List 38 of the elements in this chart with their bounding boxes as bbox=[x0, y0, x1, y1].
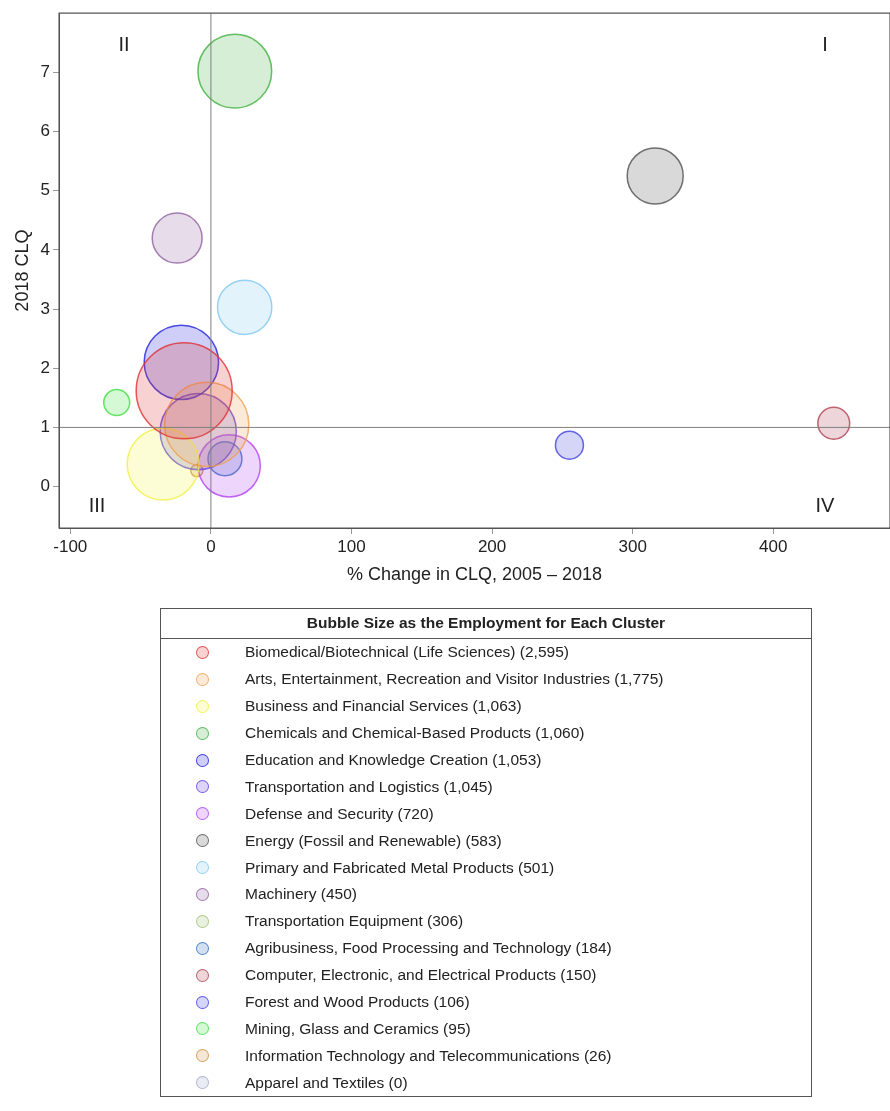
y-axis-title: 2018 CLQ bbox=[11, 229, 32, 312]
annotation: III bbox=[88, 493, 106, 516]
legend-label: Primary and Fabricated Metal Products (501) bbox=[245, 858, 555, 877]
y-tick-label: 0 bbox=[40, 476, 51, 496]
y-tick-label: 6 bbox=[40, 121, 51, 141]
x-axis-title: % Change in CLQ, 2005 – 2018 bbox=[346, 564, 603, 585]
legend-label: Biomedical/Biotechnical (Life Sciences) (2,595) bbox=[245, 643, 569, 662]
legend-label: Transportation Equipment (306) bbox=[245, 912, 464, 931]
x-tick-label: 400 bbox=[759, 536, 788, 556]
x-tick-label: 200 bbox=[477, 536, 507, 556]
annotation: IV bbox=[815, 493, 836, 516]
legend-label: Education and Knowledge Creation (1,053) bbox=[245, 751, 542, 769]
legend-label: Computer, Electronic, and Electrical Products (150) bbox=[245, 966, 597, 985]
y-tick-label: 3 bbox=[40, 298, 51, 318]
x-tick-label: 0 bbox=[206, 536, 216, 556]
legend-label: Arts, Entertainment, Recreation and Visitor Industries (1,775) bbox=[245, 670, 664, 689]
legend-label: Information Technology and Telecommunications (26) bbox=[245, 1046, 612, 1065]
legend-label: Defense and Security (720) bbox=[245, 804, 434, 823]
legend-title: Bubble Size as the Employment for Each Cluster bbox=[161, 609, 811, 639]
x-tick-label: 300 bbox=[618, 536, 647, 556]
legend-label: Apparel and Textiles (0) bbox=[245, 1073, 408, 1092]
legend-label: Chemicals and Chemical-Based Products (1,060) bbox=[245, 724, 585, 743]
legend-label: Machinery (450) bbox=[245, 885, 357, 904]
legend-label: Forest and Wood Products (106) bbox=[245, 993, 470, 1012]
x-tick-label: 100 bbox=[337, 536, 366, 556]
y-tick-label: 2 bbox=[40, 357, 51, 377]
x-tick-label: -100 bbox=[53, 536, 88, 556]
y-tick-label: 7 bbox=[40, 62, 51, 82]
annotation: I bbox=[822, 32, 828, 55]
legend-label: Mining, Glass and Ceramics (95) bbox=[245, 1019, 471, 1038]
y-tick-label: 1 bbox=[40, 417, 51, 437]
legend-label: Transportation and Logistics (1,045) bbox=[245, 777, 493, 796]
legend-label: Business and Financial Services (1,063) bbox=[245, 697, 522, 716]
annotation: II bbox=[118, 32, 130, 55]
y-tick-label: 5 bbox=[40, 180, 51, 200]
legend-label: Agribusiness, Food Processing and Technology (184) bbox=[245, 939, 612, 958]
legend-label: Energy (Fossil and Renewable) (583) bbox=[245, 831, 502, 850]
y-tick-label: 4 bbox=[40, 239, 51, 259]
